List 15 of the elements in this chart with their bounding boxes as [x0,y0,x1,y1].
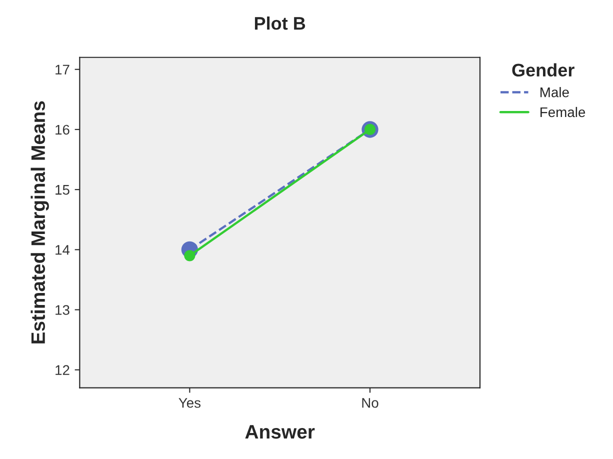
legend-title: Gender [512,63,574,77]
legend-label: Male [540,87,569,98]
x-tick-label: Yes [178,398,201,408]
y-tick-label: 14 [56,245,70,255]
x-tick-label: No [362,398,378,408]
y-tick-label: 13 [56,305,70,315]
y-tick-label: 15 [56,185,70,195]
legend-label: Female [540,106,586,118]
y-axis-title: Estimated Marginal Means [30,101,49,344]
x-axis-title: Answer [245,425,315,439]
y-tick-label: 12 [56,365,70,375]
y-tick-label: 17 [56,64,70,74]
point [184,250,196,262]
y-tick-label: 16 [56,124,70,135]
chart-title: Plot B [254,16,306,30]
